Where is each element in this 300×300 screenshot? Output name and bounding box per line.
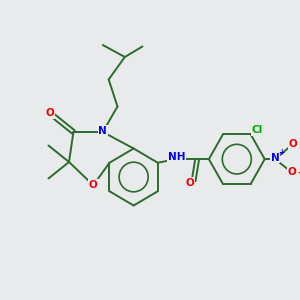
Text: N: N <box>98 125 107 136</box>
Text: O: O <box>46 108 54 118</box>
Text: O: O <box>287 167 296 177</box>
Text: -: - <box>298 169 300 178</box>
Text: Cl: Cl <box>252 125 263 135</box>
Text: +: + <box>278 148 285 157</box>
Text: O: O <box>186 178 194 188</box>
Text: N: N <box>271 153 279 163</box>
Text: O: O <box>288 140 297 149</box>
Text: O: O <box>89 180 98 190</box>
Text: NH: NH <box>168 152 185 162</box>
